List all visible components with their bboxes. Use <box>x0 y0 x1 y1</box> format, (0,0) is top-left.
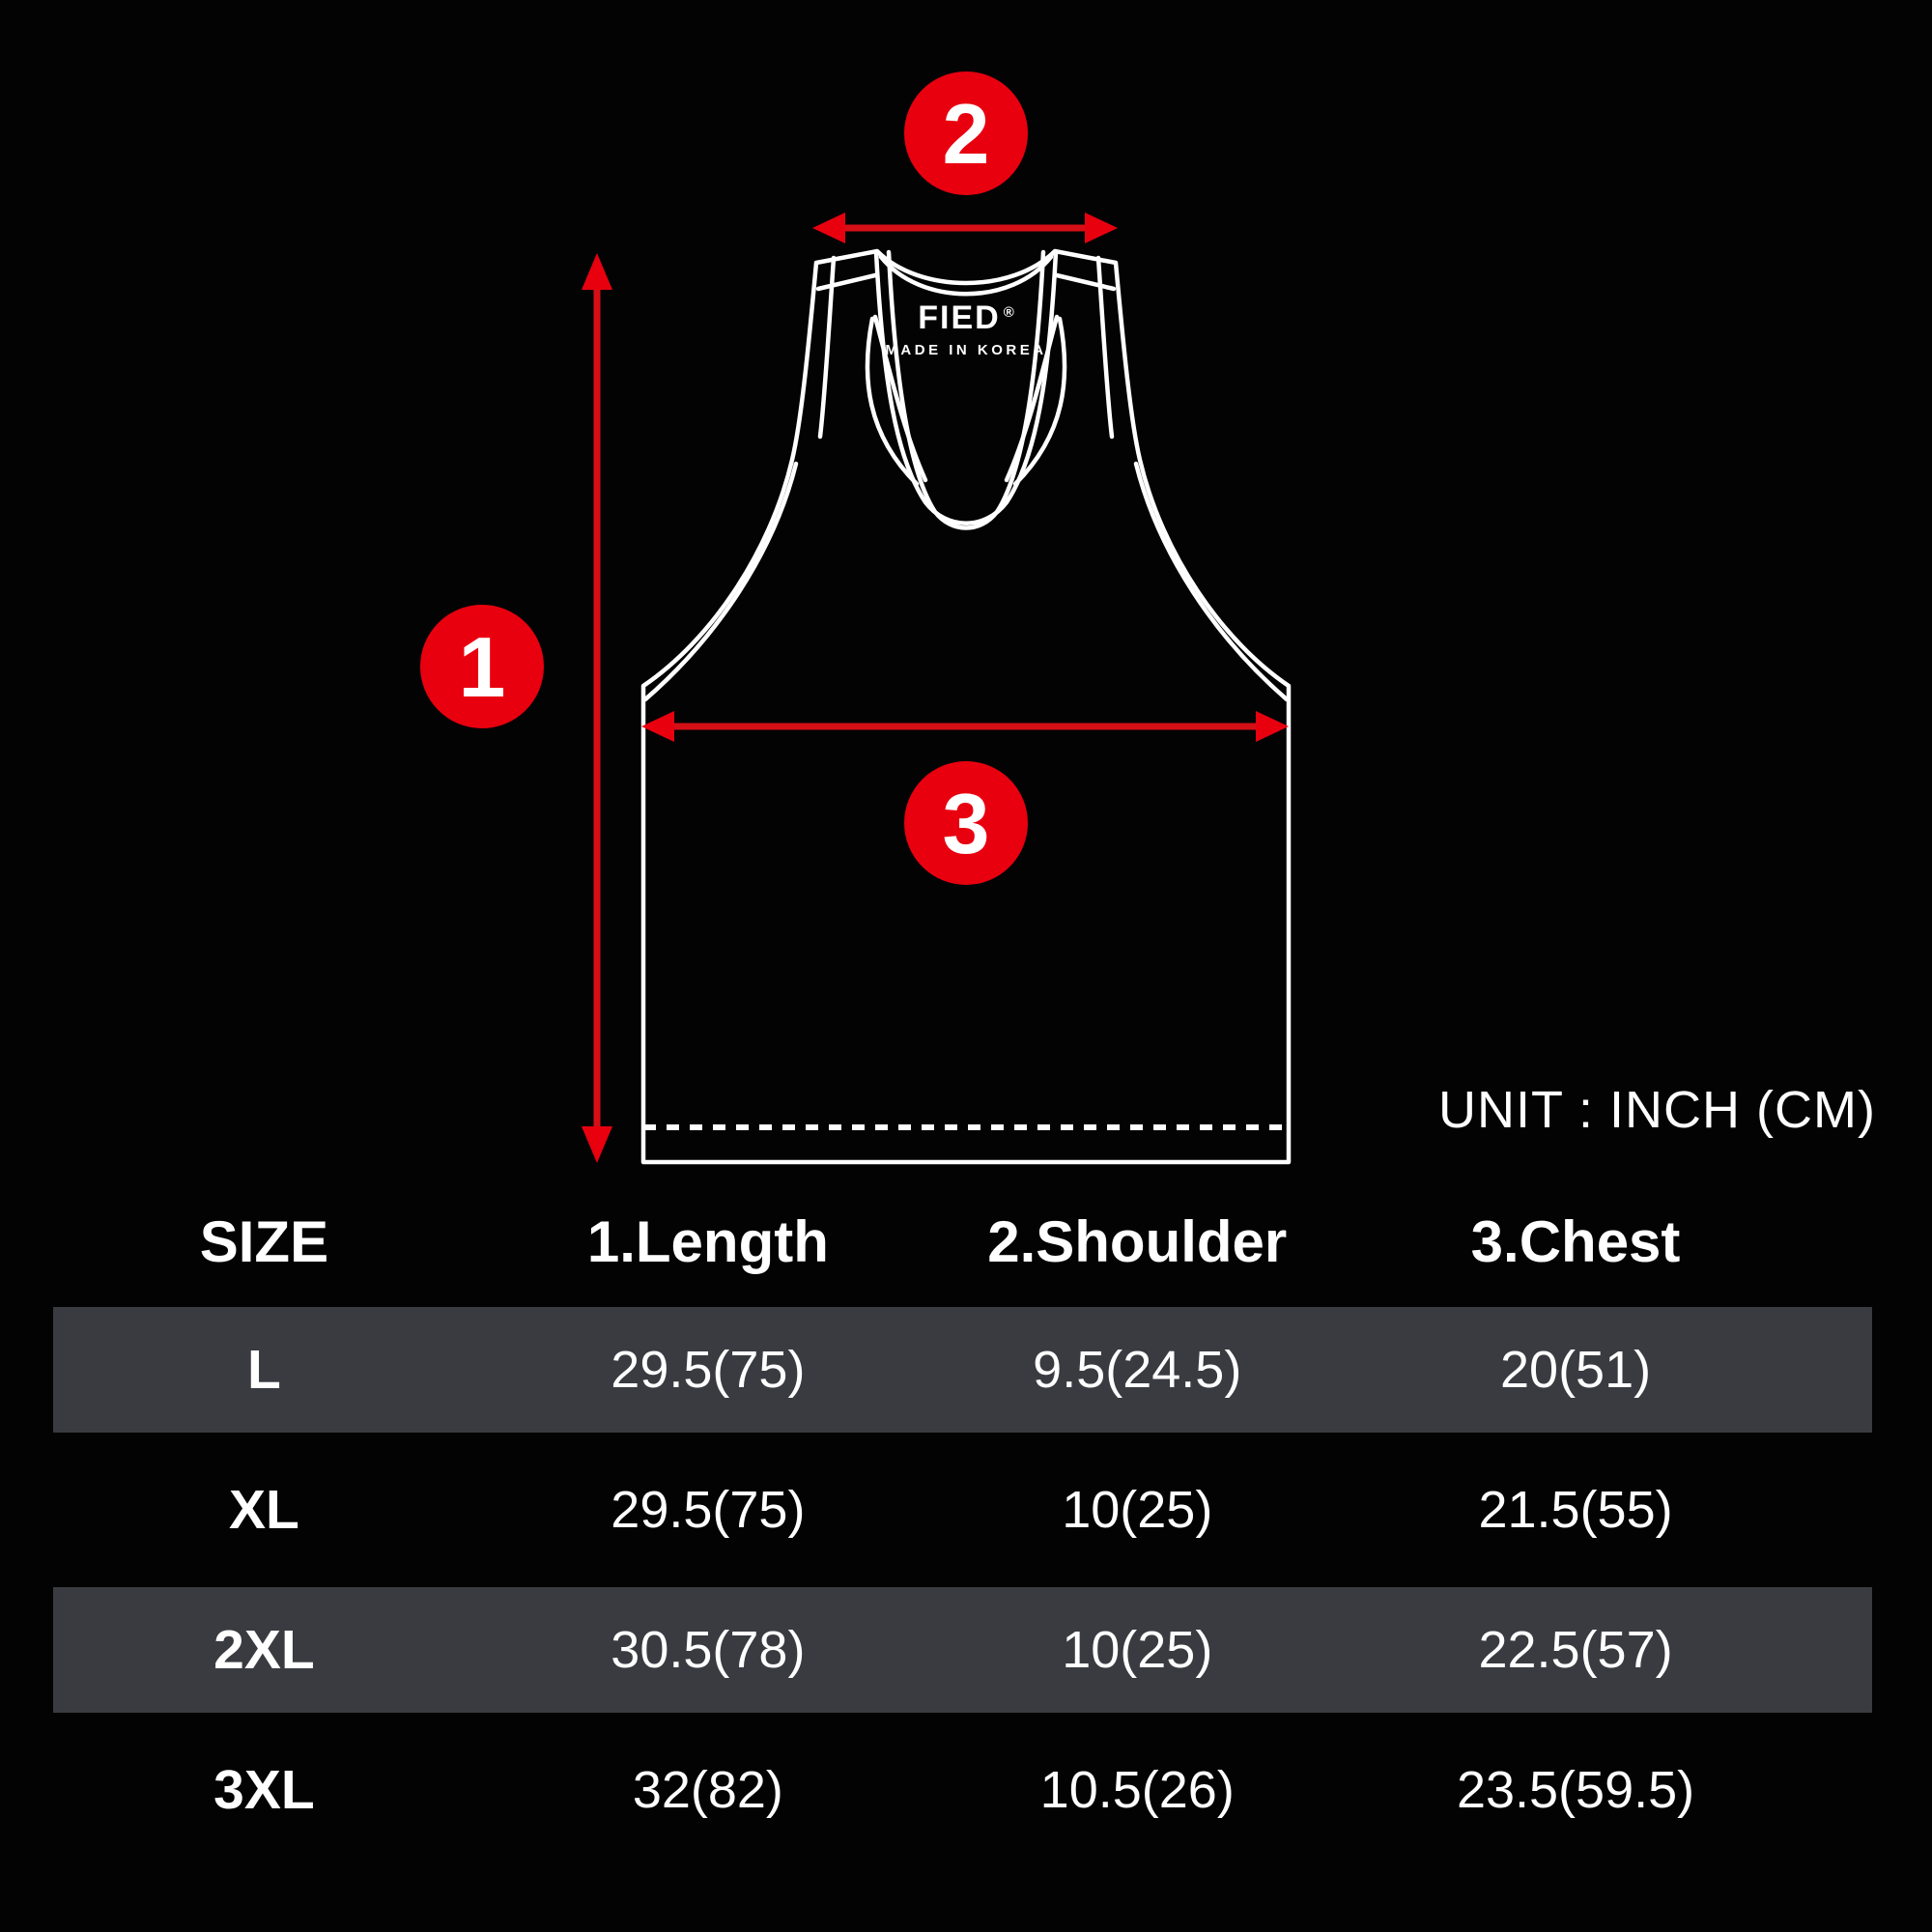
table-row-L: L 29.5(75) 9.5(24.5) 20(51) <box>53 1307 1872 1433</box>
unit-label: UNIT : INCH (CM) <box>1438 1081 1876 1139</box>
chest-value: 20(51) <box>1500 1341 1652 1399</box>
length-value: 29.5(75) <box>611 1341 806 1399</box>
tank-silhouette <box>640 248 1292 1165</box>
column-header-chest: 3.Chest <box>1470 1208 1681 1274</box>
shoulder-value: 10(25) <box>1062 1621 1213 1679</box>
front-neck-scoop-binding <box>886 249 1046 530</box>
shoulder-value: 10(25) <box>1062 1481 1213 1539</box>
length-arrow <box>582 253 612 1163</box>
back-neckline-binding <box>878 254 1054 297</box>
left-strap-seam <box>815 255 878 440</box>
shoulder-arrow <box>812 213 1118 243</box>
markers: 1 2 3 <box>420 71 1028 885</box>
registered-mark: ® <box>1003 303 1014 321</box>
size-label: 2XL <box>213 1619 315 1681</box>
chest-value: 22.5(57) <box>1478 1621 1673 1679</box>
table-row-2XL: 2XL 30.5(78) 10(25) 22.5(57) <box>53 1587 1872 1713</box>
svg-text:2: 2 <box>943 86 990 182</box>
column-header-length: 1.Length <box>586 1208 829 1274</box>
tank-top-outline <box>640 248 1292 1165</box>
shoulder-value: 10.5(26) <box>1039 1761 1235 1819</box>
garment-brand-label: FIED ® MADE IN KOREA <box>850 301 1082 357</box>
chest-arrow <box>641 711 1289 742</box>
marker-1-length: 1 <box>420 605 544 728</box>
table-header-row: SIZE 1.Length 2.Shoulder 3.Chest <box>53 1203 1872 1280</box>
right-strap-seam <box>1054 255 1117 440</box>
shoulder-value: 9.5(24.5) <box>1033 1341 1242 1399</box>
racerback-right-panel <box>1004 314 1067 487</box>
marker-3-chest: 3 <box>904 761 1028 885</box>
racerback-left-panel <box>865 314 928 487</box>
length-value: 32(82) <box>632 1761 783 1819</box>
chest-value: 21.5(55) <box>1478 1481 1673 1539</box>
front-neck-scoop <box>873 249 1059 526</box>
table-row-3XL: 3XL 32(82) 10.5(26) 23.5(59.5) <box>53 1713 1872 1867</box>
svg-text:1: 1 <box>459 619 506 715</box>
size-table: SIZE 1.Length 2.Shoulder 3.Chest L 29.5(… <box>53 1203 1872 1867</box>
size-label: XL <box>229 1479 299 1541</box>
column-header-shoulder: 2.Shoulder <box>987 1208 1288 1274</box>
measurement-arrows <box>582 213 1289 1163</box>
size-label: L <box>247 1339 281 1401</box>
right-armhole-binding <box>1133 461 1290 702</box>
left-armhole-binding <box>642 461 799 702</box>
length-value: 30.5(78) <box>611 1621 806 1679</box>
marker-2-shoulder: 2 <box>904 71 1028 195</box>
brand-origin: MADE IN KOREA <box>885 342 1047 358</box>
brand-name: FIED ® <box>918 299 1014 336</box>
column-header-size: SIZE <box>199 1208 329 1274</box>
size-label: 3XL <box>213 1759 315 1821</box>
svg-text:3: 3 <box>943 776 990 871</box>
table-row-XL: XL 29.5(75) 10(25) 21.5(55) <box>53 1433 1872 1587</box>
chest-value: 23.5(59.5) <box>1456 1761 1695 1819</box>
length-value: 29.5(75) <box>611 1481 806 1539</box>
